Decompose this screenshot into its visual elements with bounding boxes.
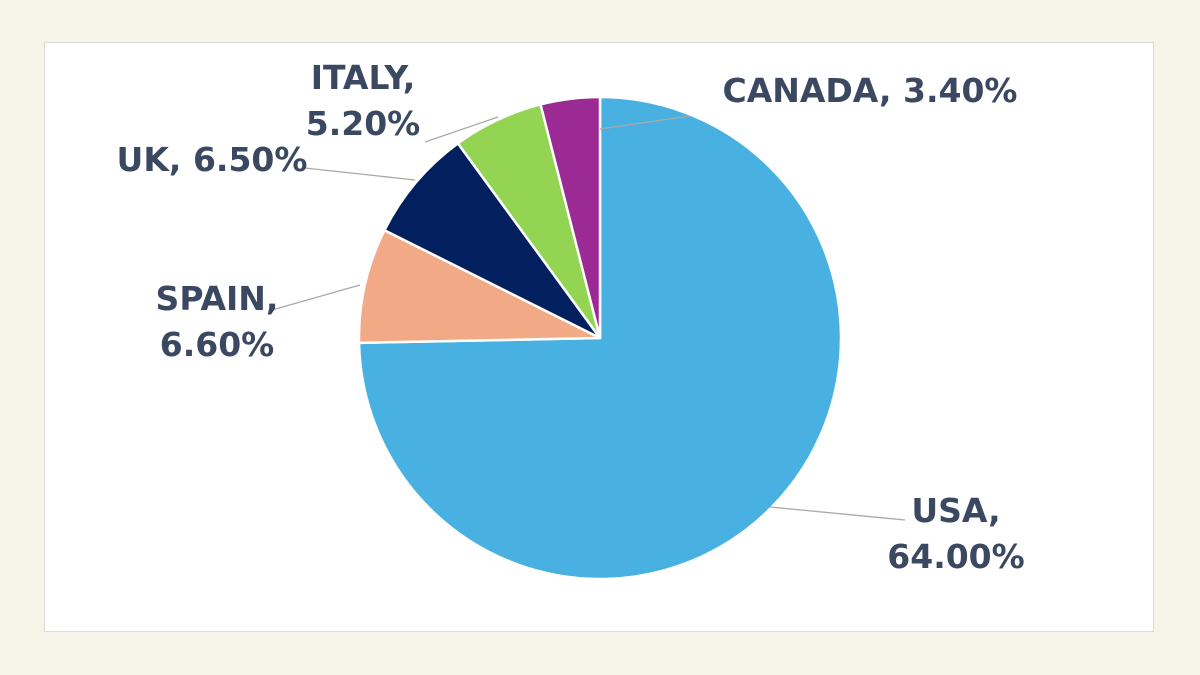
data-label-italy: ITALY, 5.20% xyxy=(306,58,421,143)
leader-line-canada xyxy=(599,115,691,130)
pie-slice-canada xyxy=(539,95,602,340)
pie-slice-uk xyxy=(383,142,602,340)
leader-line-spain xyxy=(271,284,361,311)
data-label-line: USA, xyxy=(911,491,1000,530)
pie-slice-spain xyxy=(357,228,602,345)
data-label-line: CANADA, 3.40% xyxy=(723,71,1018,110)
data-label-line: SPAIN, xyxy=(156,279,279,318)
data-label-line: UK, 6.50% xyxy=(117,140,308,179)
data-label-line: 64.00% xyxy=(887,537,1024,576)
leader-line-usa xyxy=(769,506,906,521)
leader-line-uk xyxy=(304,167,416,181)
data-label-spain: SPAIN, 6.60% xyxy=(156,279,279,364)
data-label-line: 6.60% xyxy=(160,325,275,364)
leader-line-italy xyxy=(424,116,499,143)
data-label-line: 5.20% xyxy=(306,104,421,143)
data-label-usa: USA, 64.00% xyxy=(887,491,1024,576)
data-label-line: ITALY, xyxy=(311,58,416,97)
data-label-uk: UK, 6.50% xyxy=(117,140,308,179)
data-label-canada: CANADA, 3.40% xyxy=(723,71,1018,110)
